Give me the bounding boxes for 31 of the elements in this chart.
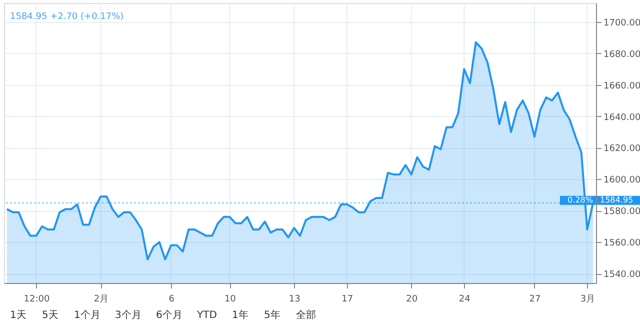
- y-tick-label: 1580.00: [604, 207, 640, 218]
- y-tick-label: 1560.00: [604, 238, 640, 249]
- y-tick-label: 1540.00: [604, 270, 640, 280]
- y-tick-label: 1700.00: [604, 18, 640, 28]
- x-tick-label: 27: [529, 294, 541, 304]
- y-tick-label: 1680.00: [604, 50, 640, 60]
- y-tick-label: 1620.00: [604, 144, 640, 154]
- y-tick-label: 1600.00: [604, 176, 640, 186]
- text: 全部: [296, 309, 316, 321]
- x-tick-label: 12:00: [24, 294, 50, 304]
- y-tick-label: 1660.00: [604, 81, 640, 92]
- x-tick-label: 10: [224, 294, 236, 304]
- x-tick-label: 6: [168, 294, 175, 304]
- text: 3个月: [115, 309, 142, 321]
- ref-line-label: 1584.95: [600, 195, 634, 204]
- annotation: 0.28%: [568, 195, 594, 204]
- text: 1天: [10, 310, 26, 321]
- x-tick-label: 20: [406, 294, 418, 304]
- y-tick-label: 1640.00: [604, 112, 640, 123]
- x-tick-label: 24: [458, 294, 471, 304]
- text: 1个月: [74, 309, 100, 321]
- x-tick-label: 3月: [580, 294, 596, 304]
- text: 5年: [264, 309, 280, 321]
- x-tick-label: 17: [342, 294, 354, 304]
- x-tick-label: 2月: [94, 294, 109, 304]
- text: 6个月: [156, 309, 182, 321]
- text: 1年: [232, 309, 248, 321]
- text: 1584.95 +2.70 (+0.17%): [10, 12, 124, 22]
- text: 5天: [42, 310, 58, 321]
- text: YTD: [196, 310, 218, 321]
- x-tick-label: 13: [288, 294, 300, 304]
